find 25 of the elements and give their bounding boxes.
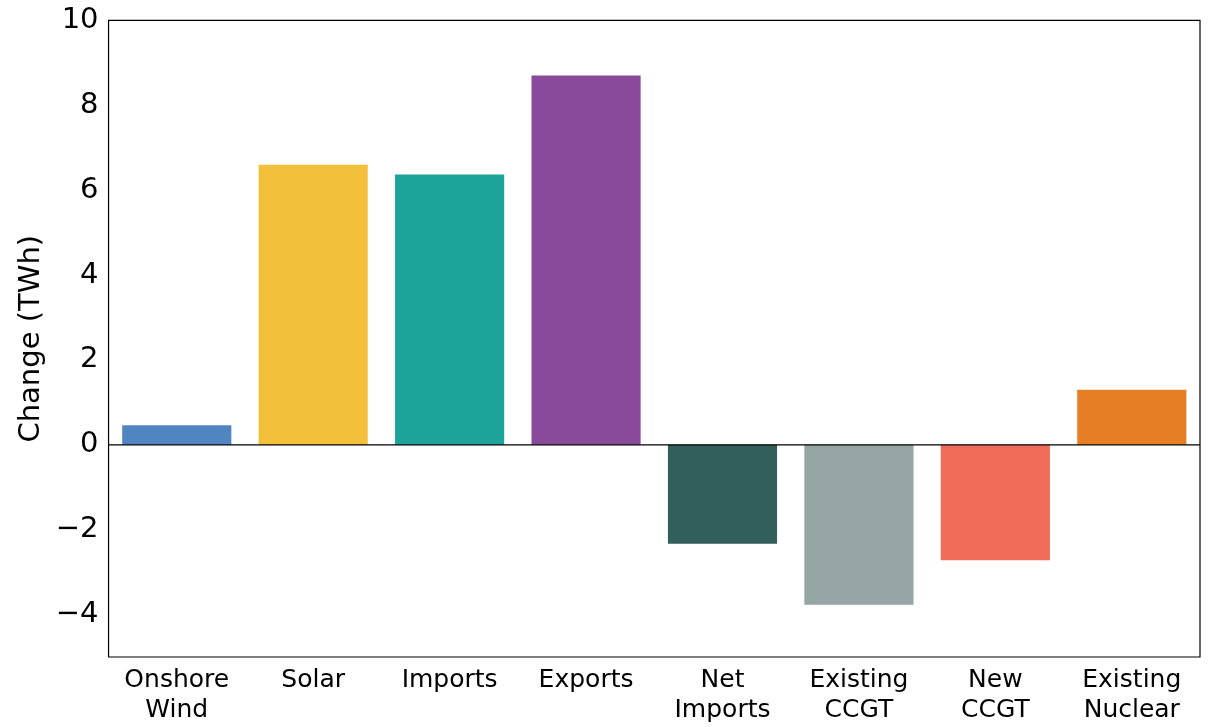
bar [940, 444, 1050, 561]
bar [122, 425, 232, 445]
y-tick-label: −4 [55, 595, 99, 630]
bar [1077, 389, 1187, 445]
x-tick-label: Net Imports [674, 663, 771, 723]
y-axis-title: Change (TWh) [11, 234, 46, 443]
x-tick-label: Existing Nuclear [1082, 663, 1182, 723]
y-tick-label: 10 [61, 0, 99, 35]
y-tick-label: 8 [80, 85, 99, 120]
y-tick-label: −2 [55, 510, 99, 545]
y-tick-label: 2 [80, 340, 99, 375]
x-tick-label: Existing CCGT [809, 663, 909, 723]
y-tick-label: 6 [80, 170, 99, 205]
bar [531, 75, 641, 445]
x-tick-label: Onshore Wind [124, 663, 230, 723]
y-tick-label: 0 [80, 425, 99, 460]
y-tick-label: 4 [80, 255, 99, 290]
bar [395, 174, 505, 445]
bar [667, 444, 778, 544]
x-tick-label: Solar [281, 663, 346, 693]
x-tick-label: Imports [401, 663, 498, 693]
bar [258, 164, 368, 445]
bar [804, 444, 914, 605]
x-tick-label: Exports [538, 663, 634, 693]
x-tick-label: New CCGT [961, 663, 1031, 723]
